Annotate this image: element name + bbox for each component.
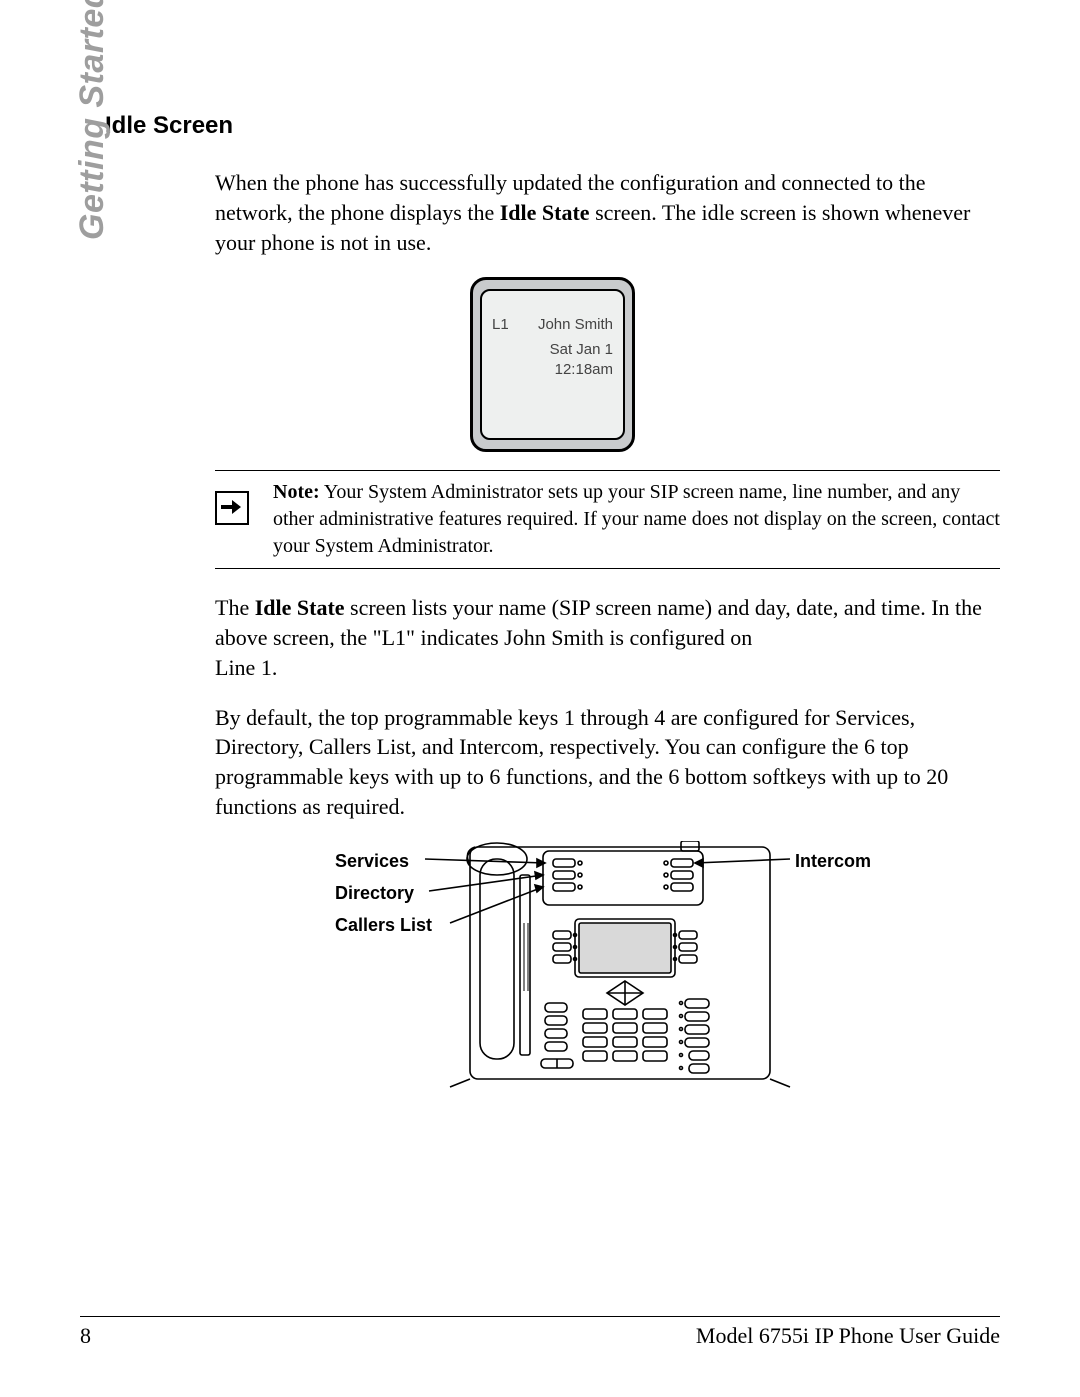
p2-pre: The: [215, 595, 255, 620]
footer: 8 Model 6755i IP Phone User Guide: [80, 1321, 1000, 1351]
label-directory: Directory: [335, 881, 414, 905]
label-callers: Callers List: [335, 913, 432, 937]
idle-row-1: L1 John Smith: [492, 315, 613, 335]
page-number: 8: [80, 1321, 91, 1351]
idle-name-label: John Smith: [538, 315, 613, 335]
note-block: Note: Your System Administrator sets up …: [215, 470, 1000, 569]
p2-bold: Idle State: [255, 595, 345, 620]
label-services: Services: [335, 849, 409, 873]
section-sidebar-label: Getting Started: [70, 0, 116, 240]
content: Idle Screen When the phone has successfu…: [105, 110, 1000, 1101]
footer-title: Model 6755i IP Phone User Guide: [696, 1321, 1000, 1351]
idle-screen-figure: L1 John Smith Sat Jan 1 12:18am: [470, 277, 635, 452]
footer-rule: [80, 1316, 1000, 1317]
idle-line-label: L1: [492, 315, 509, 335]
idle-datetime-label: Sat Jan 1 12:18am: [492, 340, 613, 381]
section-heading: Idle Screen: [105, 110, 1000, 142]
note-body: Your System Administrator sets up your S…: [273, 481, 1000, 557]
arrow-right-icon: [215, 491, 249, 525]
p1-bold: Idle State: [500, 200, 590, 225]
idle-screen-lcd: L1 John Smith Sat Jan 1 12:18am: [480, 289, 625, 440]
p2-line2: Line 1.: [215, 655, 277, 680]
paragraph-3: By default, the top programmable keys 1 …: [215, 703, 1000, 822]
label-intercom: Intercom: [795, 849, 871, 873]
note-text: Note: Your System Administrator sets up …: [273, 479, 1000, 560]
phone-diagram: Services Directory Callers List Intercom: [275, 841, 975, 1101]
note-label: Note:: [273, 481, 320, 503]
phone-svg: [275, 841, 975, 1101]
paragraph-1: When the phone has successfully updated …: [215, 168, 1000, 257]
paragraph-2: The Idle State screen lists your name (S…: [215, 593, 1000, 682]
page: Getting Started Idle Screen When the pho…: [0, 0, 1080, 1397]
